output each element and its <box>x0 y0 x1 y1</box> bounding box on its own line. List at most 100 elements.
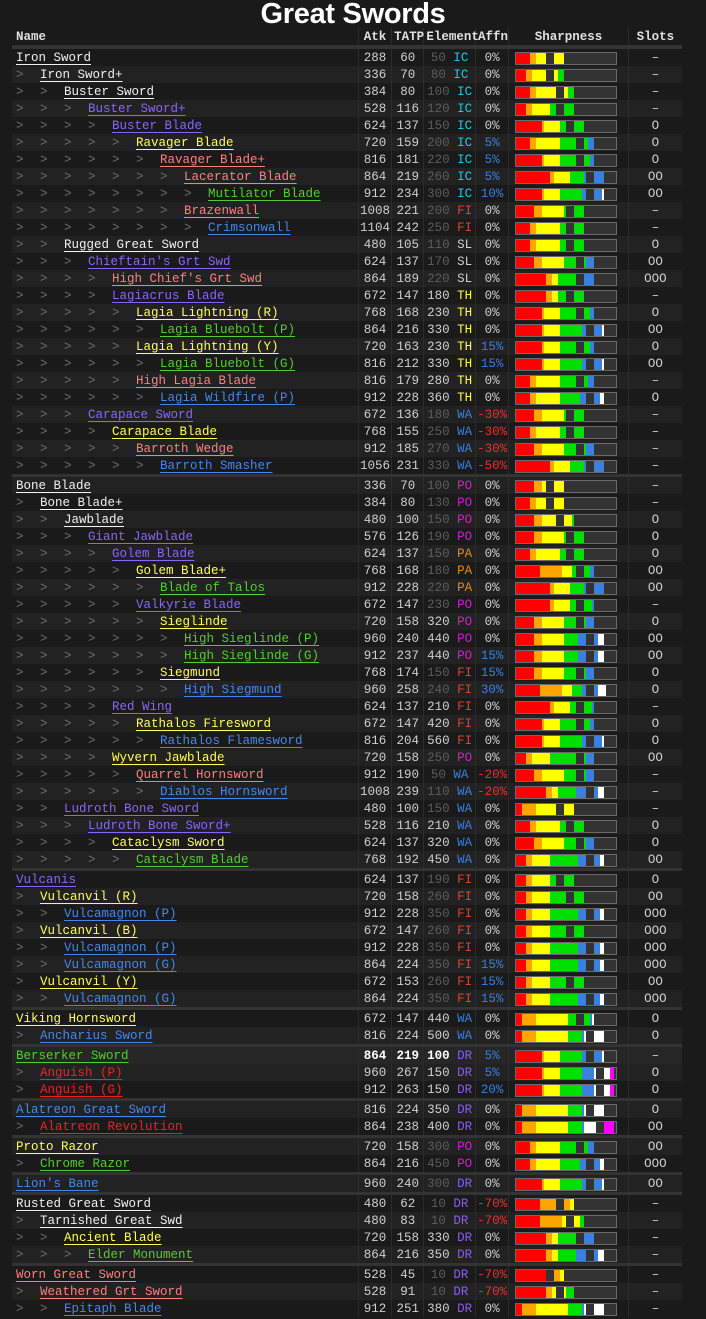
weapon-row[interactable]: > > > > > Cataclysm Blade 768 192 450 WA 0% OO <box>12 851 682 870</box>
weapon-name-link[interactable]: Viking Hornsword <box>16 1011 137 1026</box>
weapon-name-link[interactable]: High Siegmund <box>184 682 282 697</box>
weapon-row[interactable]: > Iron Sword+ 336 70 80 IC 0% – <box>12 66 682 83</box>
weapon-name-link[interactable]: Golem Blade+ <box>136 563 227 578</box>
weapon-name-link[interactable]: Ancient Blade <box>64 1230 162 1245</box>
weapon-row[interactable]: > > > > > Lagia Lightning (Y) 720 163 230 TH 15% O <box>12 338 682 355</box>
weapon-name-link[interactable]: Lagia Lightning (Y) <box>136 339 279 354</box>
weapon-row[interactable]: > Bone Blade+ 384 80 130 PO 0% – <box>12 494 682 511</box>
weapon-name-link[interactable]: Vulcanis <box>16 872 77 887</box>
weapon-row[interactable]: > > > > > > > High Siegmund 960 258 240 FI 30% O <box>12 681 682 698</box>
weapon-row[interactable]: > > > > > > > Lacerator Blade 864 219 260 IC 5% OO <box>12 168 682 185</box>
weapon-name-link[interactable]: Alatreon Revolution <box>40 1119 183 1134</box>
weapon-row[interactable]: > > > > > Valkyrie Blade 672 147 230 PO 0% – <box>12 596 682 613</box>
weapon-row[interactable]: Proto Razor 720 158 300 PO 0% OO <box>12 1135 682 1155</box>
weapon-name-link[interactable]: Red Wing <box>112 699 173 714</box>
weapon-name-link[interactable]: Anguish (P) <box>40 1065 123 1080</box>
weapon-row[interactable]: > > > > > > Siegmund 768 174 150 FI 15% O <box>12 664 682 681</box>
weapon-name-link[interactable]: Barroth Wedge <box>136 441 234 456</box>
weapon-row[interactable]: > > > > > > > Brazenwall 1008 221 200 FI 0% – <box>12 202 682 219</box>
weapon-row[interactable]: > Vulcanvil (R) 720 158 260 FI 0% OO <box>12 888 682 905</box>
weapon-name-link[interactable]: Ludroth Bone Sword <box>64 801 200 816</box>
weapon-name-link[interactable]: Lagia Wildfire (P) <box>160 390 296 405</box>
weapon-row[interactable]: Worn Great Sword 528 45 10 DR -70% – <box>12 1263 682 1283</box>
weapon-name-link[interactable]: Lagiacrus Blade <box>112 288 225 303</box>
weapon-row[interactable]: > > > > Carapace Blade 768 155 250 WA -30% – <box>12 423 682 440</box>
weapon-name-link[interactable]: Bone Blade+ <box>40 495 123 510</box>
column-header-affinity[interactable]: Affn <box>474 28 509 49</box>
weapon-row[interactable]: > > > > > > > > Mutilator Blade 912 234 300 IC 10% OO <box>12 185 682 202</box>
weapon-name-link[interactable]: Barroth Smasher <box>160 458 273 473</box>
weapon-name-link[interactable]: Bone Blade <box>16 478 92 493</box>
weapon-name-link[interactable]: Carapace Sword <box>88 407 194 422</box>
weapon-row[interactable]: Lion's Bane 960 240 300 DR 0% OO <box>12 1172 682 1194</box>
weapon-row[interactable]: > > > > Cataclysm Sword 624 137 320 WA 0% O <box>12 834 682 851</box>
weapon-row[interactable]: > > > > > > Lagia Bluebolt (P) 864 216 330 TH 0% OO <box>12 321 682 338</box>
weapon-name-link[interactable]: Elder Monument <box>88 1247 194 1262</box>
weapon-name-link[interactable]: Lacerator Blade <box>184 169 297 184</box>
weapon-name-link[interactable]: Cataclysm Blade <box>136 852 249 867</box>
weapon-name-link[interactable]: Crimsonwall <box>208 220 291 235</box>
weapon-row[interactable]: > Anguish (P) 960 267 150 DR 5% O <box>12 1064 682 1081</box>
weapon-name-link[interactable]: Lagia Bluebolt (G) <box>160 356 296 371</box>
weapon-name-link[interactable]: Vulcanvil (B) <box>40 923 138 938</box>
weapon-row[interactable]: > > > > Lagiacrus Blade 672 147 180 TH 0% – <box>12 287 682 304</box>
weapon-row[interactable]: > > Jawblade 480 100 150 PO 0% O <box>12 511 682 528</box>
weapon-row[interactable]: > > Ludroth Bone Sword 480 100 150 WA 0% – <box>12 800 682 817</box>
weapon-name-link[interactable]: Buster Blade <box>112 118 203 133</box>
weapon-row[interactable]: > > > Ludroth Bone Sword+ 528 116 210 WA 0% O <box>12 817 682 834</box>
weapon-name-link[interactable]: Rathalos Firesword <box>136 716 272 731</box>
weapon-row[interactable]: > Ancharius Sword 816 224 500 WA 0% O <box>12 1027 682 1046</box>
weapon-row[interactable]: > > > > > > Lagia Wildfire (P) 912 228 360 TH 0% O <box>12 389 682 406</box>
weapon-row[interactable]: > > > > > Golem Blade+ 768 168 180 PA 0% OO <box>12 562 682 579</box>
weapon-name-link[interactable]: Vulcanvil (R) <box>40 889 138 904</box>
weapon-row[interactable]: > > > > > Rathalos Firesword 672 147 420 FI 0% O <box>12 715 682 732</box>
weapon-row[interactable]: > > > > > > Barroth Smasher 1056 231 330 WA -50% – <box>12 457 682 476</box>
weapon-name-link[interactable]: Sieglinde <box>160 614 228 629</box>
weapon-name-link[interactable]: Buster Sword+ <box>88 101 186 116</box>
weapon-row[interactable]: > > > > > Lagia Lightning (R) 768 168 230 TH 0% O <box>12 304 682 321</box>
weapon-name-link[interactable]: Vulcanvil (Y) <box>40 974 138 989</box>
weapon-name-link[interactable]: Brazenwall <box>184 203 260 218</box>
weapon-row[interactable]: Viking Hornsword 672 147 440 WA 0% O <box>12 1007 682 1027</box>
weapon-name-link[interactable]: Diablos Hornsword <box>160 784 288 799</box>
weapon-row[interactable]: > > > > Wyvern Jawblade 720 158 250 PO 0% OO <box>12 749 682 766</box>
weapon-row[interactable]: > > Vulcamagnon (P) 912 228 350 FI 0% OOO <box>12 905 682 922</box>
weapon-row[interactable]: > > > Chieftain's Grt Swd 624 137 170 SL 0% OO <box>12 253 682 270</box>
weapon-row[interactable]: > > > > > > Blade of Talos 912 228 220 PA 0% OO <box>12 579 682 596</box>
weapon-row[interactable]: Berserker Sword 864 219 100 DR 5% – <box>12 1044 682 1064</box>
column-header-name[interactable]: Name <box>12 28 359 49</box>
weapon-row[interactable]: > > > > Buster Blade 624 137 150 IC 0% O <box>12 117 682 134</box>
weapon-row[interactable]: > > Ancient Blade 720 158 330 DR 0% – <box>12 1229 682 1246</box>
column-header-tatp[interactable]: TATP <box>391 28 424 49</box>
weapon-name-link[interactable]: Berserker Sword <box>16 1048 129 1063</box>
weapon-name-link[interactable]: Buster Sword <box>64 84 155 99</box>
weapon-row[interactable]: > > Vulcamagnon (P) 912 228 350 FI 0% OOO <box>12 939 682 956</box>
weapon-row[interactable]: > > > > > > Rathalos Flamesword 816 204 560 FI 0% O <box>12 732 682 749</box>
weapon-name-link[interactable]: Valkyrie Blade <box>136 597 242 612</box>
weapon-name-link[interactable]: Lagia Lightning (R) <box>136 305 279 320</box>
weapon-row[interactable]: > > > > > > > High Sieglinde (P) 960 240 440 PO 0% O… <box>12 630 682 647</box>
weapon-name-link[interactable]: Wyvern Jawblade <box>112 750 225 765</box>
weapon-name-link[interactable]: Rugged Great Sword <box>64 237 200 252</box>
weapon-name-link[interactable]: High Sieglinde (G) <box>184 648 320 663</box>
weapon-name-link[interactable]: Jawblade <box>64 512 125 527</box>
weapon-row[interactable]: > > > > > > > > Crimsonwall 1104 242 250 FI 0% – <box>12 219 682 236</box>
weapon-name-link[interactable]: Cataclysm Sword <box>112 835 225 850</box>
column-header-slots[interactable]: Slots <box>627 28 682 49</box>
weapon-row[interactable]: > > > Buster Sword+ 528 116 120 IC 0% – <box>12 100 682 117</box>
weapon-name-link[interactable]: Ravager Blade <box>136 135 234 150</box>
weapon-name-link[interactable]: High Sieglinde (P) <box>184 631 320 646</box>
weapon-row[interactable]: > > Vulcamagnon (G) 864 224 350 FI 15% OOO <box>12 956 682 973</box>
weapon-name-link[interactable]: Iron Sword+ <box>40 67 123 82</box>
weapon-row[interactable]: Vulcanis 624 137 190 FI 0% O <box>12 868 682 888</box>
weapon-row[interactable]: > > Vulcamagnon (G) 864 224 350 FI 15% OOO <box>12 990 682 1009</box>
weapon-row[interactable]: > > > > > Barroth Wedge 912 185 270 WA -30% – <box>12 440 682 457</box>
weapon-row[interactable]: > > > > > > Sieglinde 720 158 320 PO 0% O <box>12 613 682 630</box>
weapon-row[interactable]: Rusted Great Sword 480 62 10 DR -70% – <box>12 1192 682 1212</box>
column-header-element[interactable]: Element <box>423 28 479 49</box>
weapon-name-link[interactable]: Worn Great Sword <box>16 1267 137 1282</box>
weapon-name-link[interactable]: Siegmund <box>160 665 221 680</box>
weapon-row[interactable]: > Vulcanvil (B) 672 147 260 FI 0% OOO <box>12 922 682 939</box>
weapon-name-link[interactable]: Ludroth Bone Sword+ <box>88 818 231 833</box>
weapon-row[interactable]: > > > > > > Lagia Bluebolt (G) 816 212 330 TH 15% O… <box>12 355 682 372</box>
